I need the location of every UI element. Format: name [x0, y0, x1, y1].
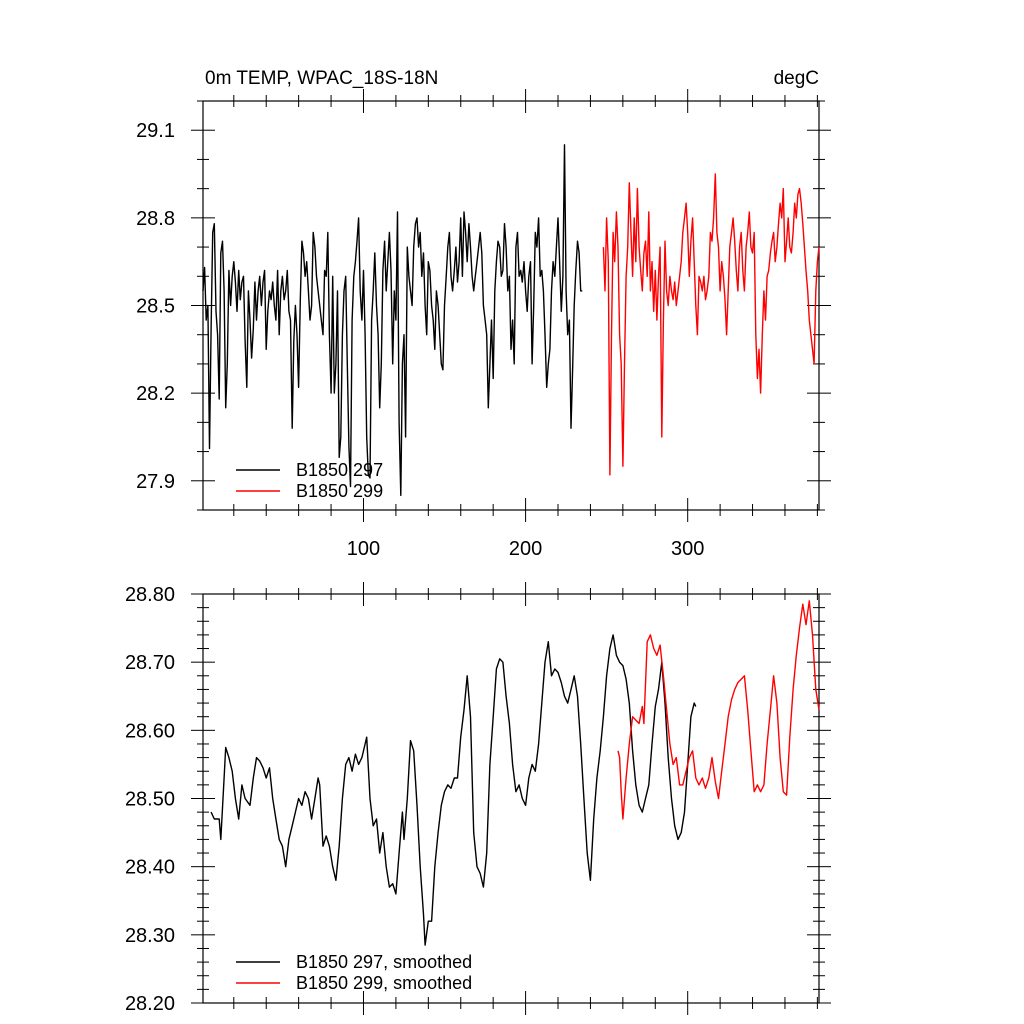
y-tick-label: 28.8	[136, 208, 175, 230]
panel-title: 0m TEMP, WPAC_18S-18N	[205, 68, 438, 89]
y-tick-label: 28.5	[136, 296, 175, 318]
axis-ticks: 100 200 300 27.9 28.2 28.5 28.8 29.1	[136, 89, 831, 560]
series-line-2	[602, 173, 820, 476]
legend-label-series-1: B1850 297	[296, 460, 383, 480]
y-tick-label: 28.40	[125, 857, 175, 879]
series-lines	[210, 600, 820, 946]
temperature-panel: 0m TEMP, WPAC_18S-18N degC 100 200 300 27.9…	[136, 68, 831, 560]
y-tick-label: 28.80	[125, 584, 175, 606]
smoothed-panel: 28.20 28.30 28.40 28.50 28.60 28.70 28.80 B185…	[125, 582, 831, 1015]
y-tick-label: 29.1	[136, 120, 175, 142]
series-line-1	[202, 144, 583, 497]
y-tick-label: 28.20	[125, 993, 175, 1015]
x-tick-label: 300	[671, 538, 704, 560]
legend: B1850 297 B1850 299	[236, 460, 383, 501]
axis-ticks: 28.20 28.30 28.40 28.50 28.60 28.70 28.80	[125, 582, 831, 1015]
legend-label-series-2: B1850 299	[296, 481, 383, 501]
x-tick-label: 200	[509, 538, 542, 560]
series-lines	[202, 144, 820, 497]
y-tick-label: 28.50	[125, 789, 175, 811]
legend-label-series-1: B1850 297, smoothed	[296, 952, 472, 972]
y-tick-label: 27.9	[136, 471, 175, 493]
legend: B1850 297, smoothed B1850 299, smoothed	[236, 952, 472, 993]
x-tick-label: 100	[347, 538, 380, 560]
plot-frame	[202, 593, 820, 1004]
y-tick-label: 28.70	[125, 652, 175, 674]
legend-label-series-2: B1850 299, smoothed	[296, 973, 472, 993]
series-line-1	[210, 634, 697, 946]
y-tick-label: 28.30	[125, 925, 175, 947]
units-label: degC	[774, 68, 819, 89]
y-tick-label: 28.60	[125, 720, 175, 742]
y-tick-label: 28.2	[136, 383, 175, 405]
series-line-2	[617, 600, 820, 820]
